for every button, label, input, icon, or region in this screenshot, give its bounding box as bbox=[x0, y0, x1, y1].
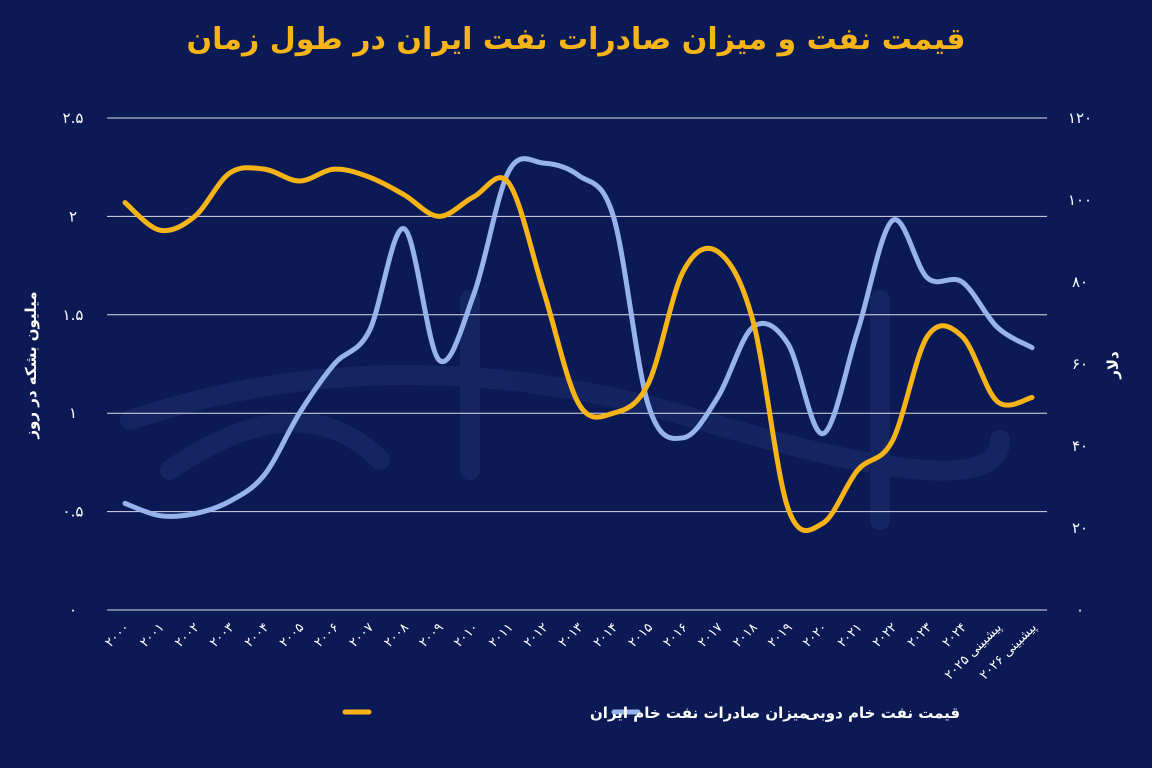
x-tick-label: ۲۰۱۸ bbox=[730, 620, 760, 650]
left-axis-ticks: ۰ ۰.۵ ۱ ۱.۵ ۲ ۲.۵ bbox=[63, 109, 84, 619]
left-tick-label: ۰.۵ bbox=[63, 503, 84, 521]
left-tick-label: ۱.۵ bbox=[63, 306, 84, 324]
x-tick-label: ۲۰۰۲ bbox=[172, 620, 202, 650]
x-tick-label: ۲۰۱۲ bbox=[521, 620, 551, 650]
gridlines bbox=[107, 117, 1047, 611]
right-tick-label: ۸۰ bbox=[1072, 273, 1088, 291]
x-tick-label: ۲۰۱۶ bbox=[661, 620, 691, 650]
x-tick-label: ۲۰۱۹ bbox=[765, 620, 795, 650]
x-tick-label: ۲۰۲۲ bbox=[870, 620, 900, 650]
x-tick-label: ۲۰۱۰ bbox=[451, 620, 481, 650]
right-tick-label: ۴۰ bbox=[1072, 437, 1088, 455]
x-axis-ticks: ۲۰۰۰ ۲۰۰۱ ۲۰۰۲ ۲۰۰۳ ۲۰۰۴ ۲۰۰۵ ۲۰۰۶ ۲۰۰۷ ۲۰۰۸ ۲۰۰۹… bbox=[102, 620, 1040, 683]
x-tick-label: ۲۰۱۴ bbox=[591, 620, 621, 650]
series-line-1 bbox=[122, 156, 1035, 519]
x-tick-label: ۲۰۱۱ bbox=[486, 620, 516, 650]
right-tick-label: ۲۰ bbox=[1072, 519, 1088, 537]
x-tick-label: ۲۰۲۰ bbox=[800, 620, 830, 650]
right-tick-label: ۰ bbox=[1076, 601, 1084, 619]
x-tick-label: ۲۰۲۱ bbox=[835, 620, 865, 650]
x-tick-label: ۲۰۰۷ bbox=[347, 620, 377, 650]
chart-title: قیمت نفت و میزان صادرات نفت ایران در طول… bbox=[186, 22, 966, 57]
right-tick-label: ۶۰ bbox=[1072, 355, 1088, 373]
right-tick-label: ۱۲۰ bbox=[1068, 109, 1092, 127]
x-tick-label: ۲۰۰۸ bbox=[382, 620, 412, 650]
x-tick-label: ۲۰۱۷ bbox=[696, 620, 726, 650]
series-lines bbox=[122, 156, 1035, 534]
x-tick-label: ۲۰۰۵ bbox=[277, 620, 307, 650]
series-line-0 bbox=[122, 165, 1035, 534]
x-tick-label: ۲۰۰۰ bbox=[102, 620, 132, 650]
left-tick-label: ۰ bbox=[69, 601, 77, 619]
watermark-logo bbox=[120, 290, 1010, 530]
left-tick-label: ۱ bbox=[69, 404, 77, 422]
x-tick-label: ۲۰۱۵ bbox=[626, 620, 656, 650]
left-tick-label: ۲.۵ bbox=[63, 109, 84, 127]
x-tick-label: ۲۰۰۴ bbox=[242, 620, 272, 650]
x-tick-label: ۲۰۲۳ bbox=[905, 620, 935, 650]
x-tick-label: ۲۰۱۳ bbox=[556, 620, 586, 650]
legend-label: میزان صادرات نفت خام ایران bbox=[590, 704, 808, 722]
right-axis-ticks: ۰ ۲۰ ۴۰ ۶۰ ۸۰ ۱۰۰ ۱۲۰ bbox=[1068, 109, 1092, 619]
x-tick-label: ۲۰۰۶ bbox=[312, 620, 342, 650]
right-axis-title: دلار bbox=[1104, 351, 1122, 380]
left-tick-label: ۲ bbox=[69, 207, 77, 225]
legend-label: قیمت نفت خام دوبی bbox=[805, 704, 960, 722]
x-tick-label: ۲۰۰۹ bbox=[416, 620, 446, 650]
right-tick-label: ۱۰۰ bbox=[1068, 191, 1092, 209]
x-tick-label: ۲۰۲۴ bbox=[940, 620, 970, 650]
x-tick-label: ۲۰۰۱ bbox=[137, 620, 167, 650]
x-tick-label: ۲۰۰۳ bbox=[207, 620, 237, 650]
left-axis-title: میلیون بشکه در روز bbox=[22, 291, 40, 439]
